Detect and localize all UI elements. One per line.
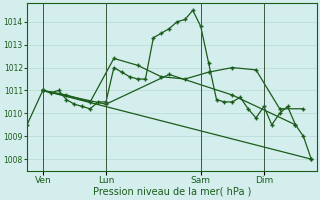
X-axis label: Pression niveau de la mer( hPa ): Pression niveau de la mer( hPa ) [92,187,251,197]
